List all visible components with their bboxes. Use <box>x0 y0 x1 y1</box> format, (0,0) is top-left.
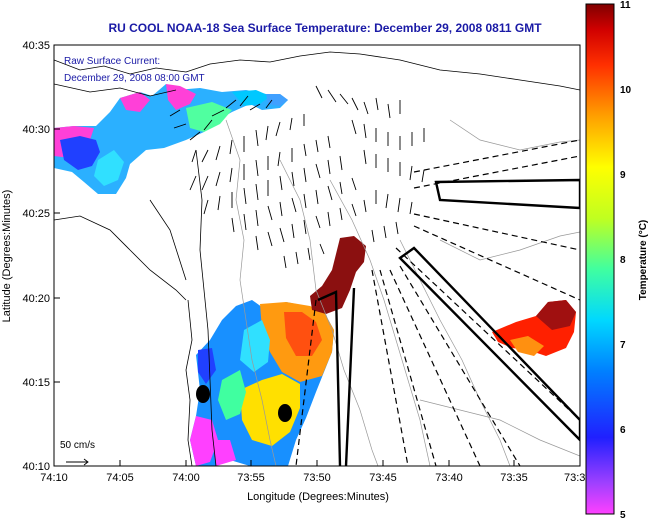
longitude-tick-label: 74:10 <box>40 472 68 484</box>
longitude-tick-label: 73:40 <box>435 472 463 484</box>
latitude-tick-label: 40:35 <box>22 40 50 52</box>
latitude-tick-label: 40:20 <box>22 293 50 305</box>
current-source-line1: Raw Surface Current: <box>64 56 160 67</box>
sst-patch-north <box>54 84 288 194</box>
longitude-tick-label: 73:45 <box>369 472 397 484</box>
current-source-line2: December 29, 2008 08:00 GMT <box>64 73 205 84</box>
longitude-tick-label: 73:50 <box>303 472 331 484</box>
colorbar-tick-label: 6 <box>620 425 626 436</box>
latitude-tick-label: 40:15 <box>22 377 50 389</box>
colorbar-tick-label: 7 <box>620 340 626 351</box>
colorbar-tick-label: 10 <box>620 85 632 96</box>
colorbar-tick-label: 8 <box>620 255 626 266</box>
longitude-tick-label: 73:3 <box>564 472 585 484</box>
figure-title: RU COOL NOAA-18 Sea Surface Temperature:… <box>108 21 542 35</box>
shipping-lanes <box>295 139 580 466</box>
latitude-axis: 40:35 40:30 40:25 40:20 40:15 40:10 Lati… <box>1 40 60 473</box>
colorbar-gradient <box>585 3 615 515</box>
temperature-colorbar: 11 10 9 8 7 6 5 Temperature (°C) <box>585 0 649 519</box>
station-marker <box>278 404 292 422</box>
sst-warm-plume <box>310 236 366 314</box>
longitude-tick-label: 73:35 <box>500 472 528 484</box>
colorbar-label: Temperature (°C) <box>638 220 649 301</box>
latitude-tick-label: 40:25 <box>22 208 50 220</box>
latitude-axis-label: Latitude (Degrees:Minutes) <box>1 190 13 323</box>
velocity-scale-label: 50 cm/s <box>60 440 95 451</box>
colorbar-tick-label: 9 <box>620 170 626 181</box>
latitude-tick-label: 40:10 <box>22 461 50 473</box>
longitude-tick-label: 74:05 <box>106 472 134 484</box>
coastline-contours <box>54 51 580 466</box>
longitude-axis-label: Longitude (Degrees:Minutes) <box>247 491 389 503</box>
longitude-tick-label: 73:55 <box>237 472 265 484</box>
sst-patch-south <box>190 300 334 466</box>
latitude-tick-label: 40:30 <box>22 124 50 136</box>
colorbar-tick-label: 11 <box>620 0 631 11</box>
longitude-axis: 74:10 74:05 74:00 73:55 73:50 73:45 73:4… <box>40 460 585 503</box>
map-panel: Raw Surface Current: December 29, 2008 0… <box>54 45 580 466</box>
colorbar-tick-label: 5 <box>620 510 626 519</box>
bathymetry-contours <box>225 119 580 466</box>
surface-current-vectors <box>66 85 425 466</box>
station-marker <box>196 385 210 403</box>
sst-patch-east <box>492 300 576 356</box>
longitude-tick-label: 74:00 <box>172 472 200 484</box>
